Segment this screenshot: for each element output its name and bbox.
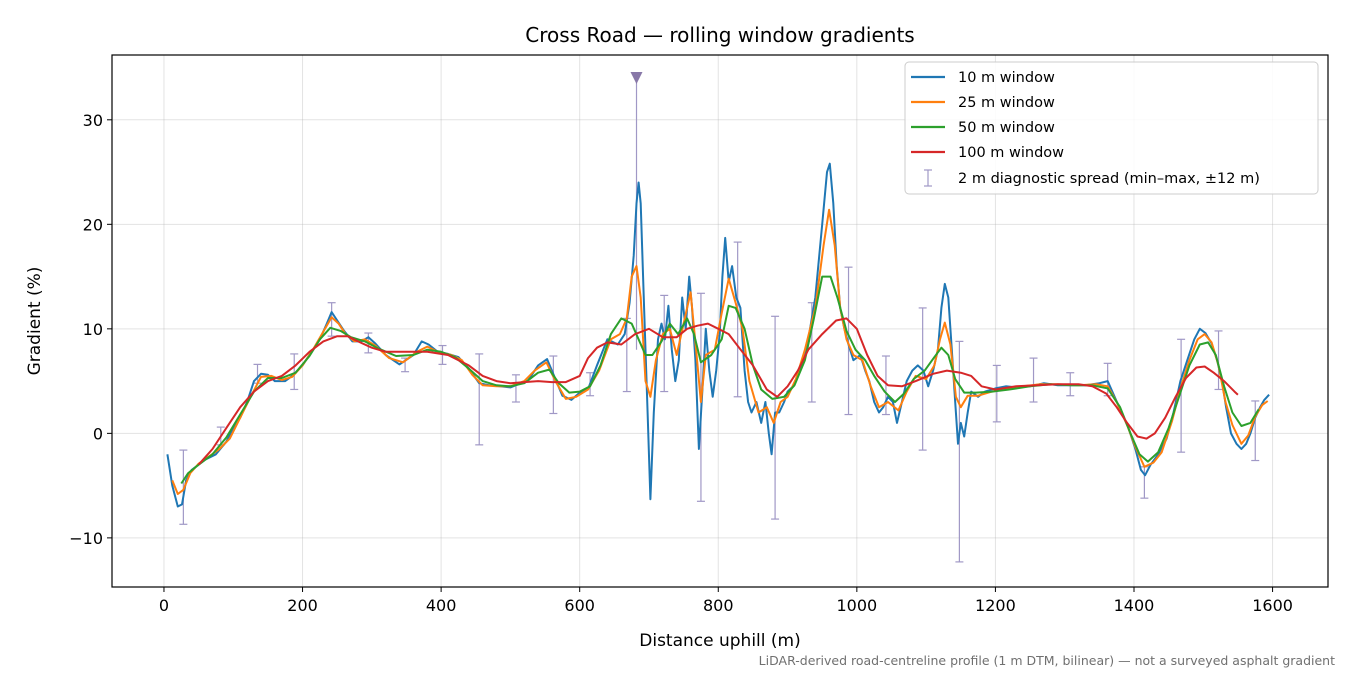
error-bar — [475, 353, 484, 446]
error-bar — [1177, 338, 1186, 453]
error-bar — [660, 294, 669, 393]
clipped-spread-marker — [630, 71, 643, 84]
y-axis-label: Gradient (%) — [25, 267, 45, 376]
legend: 10 m window 25 m window 50 m window 100 … — [904, 61, 1319, 195]
legend-box — [904, 61, 1319, 195]
error-bar — [992, 364, 1001, 423]
error-bar — [955, 340, 964, 563]
x-axis-ticks: 0 200 400 600 800 1000 1200 1400 1600 — [159, 587, 1293, 615]
chart-title: Cross Road — rolling window gradients — [525, 23, 914, 47]
error-bar — [290, 353, 299, 391]
series-line-1 — [171, 208, 1269, 495]
footnote: LiDAR-derived road-centreline profile (1… — [759, 653, 1335, 668]
x-tick-label: 0 — [159, 596, 169, 615]
x-tick-label: 1600 — [1252, 596, 1293, 615]
legend-label-10m: 10 m window — [958, 70, 1055, 86]
legend-label-100m: 100 m window — [958, 145, 1064, 161]
error-bar — [1214, 330, 1223, 391]
y-tick-label: 0 — [93, 424, 103, 443]
legend-label-50m: 50 m window — [958, 120, 1055, 136]
legend-label-25m: 25 m window — [958, 95, 1055, 111]
x-tick-label: 1200 — [975, 596, 1016, 615]
y-axis-ticks: −10 0 10 20 30 — [69, 111, 112, 548]
x-axis-label: Distance uphill (m) — [639, 631, 800, 651]
error-bar — [881, 355, 890, 416]
error-bar — [1029, 357, 1038, 403]
plot-frame — [111, 54, 1329, 588]
x-tick-label: 600 — [564, 596, 595, 615]
x-tick-label: 800 — [703, 596, 734, 615]
legend-label-errorbar: 2 m diagnostic spread (min–max, ±12 m) — [958, 171, 1260, 187]
x-tick-label: 200 — [287, 596, 318, 615]
error-bar — [1251, 400, 1260, 462]
error-bar — [179, 449, 188, 525]
error-bar — [327, 302, 336, 337]
legend-swatch-errorbar — [924, 169, 932, 187]
series-lines — [166, 162, 1270, 508]
clipped-markers — [630, 71, 643, 84]
series-line-3 — [197, 317, 1239, 466]
y-tick-label: 20 — [83, 215, 103, 234]
x-tick-label: 1400 — [1114, 596, 1155, 615]
x-tick-label: 1000 — [836, 596, 877, 615]
y-tick-label: −10 — [69, 529, 103, 548]
y-tick-label: 30 — [83, 111, 103, 130]
x-tick-label: 400 — [426, 596, 457, 615]
error-bar — [622, 317, 631, 393]
error-bar — [511, 374, 520, 403]
y-tick-label: 10 — [83, 320, 103, 339]
error-bar — [733, 241, 742, 398]
error-bar — [549, 355, 558, 415]
